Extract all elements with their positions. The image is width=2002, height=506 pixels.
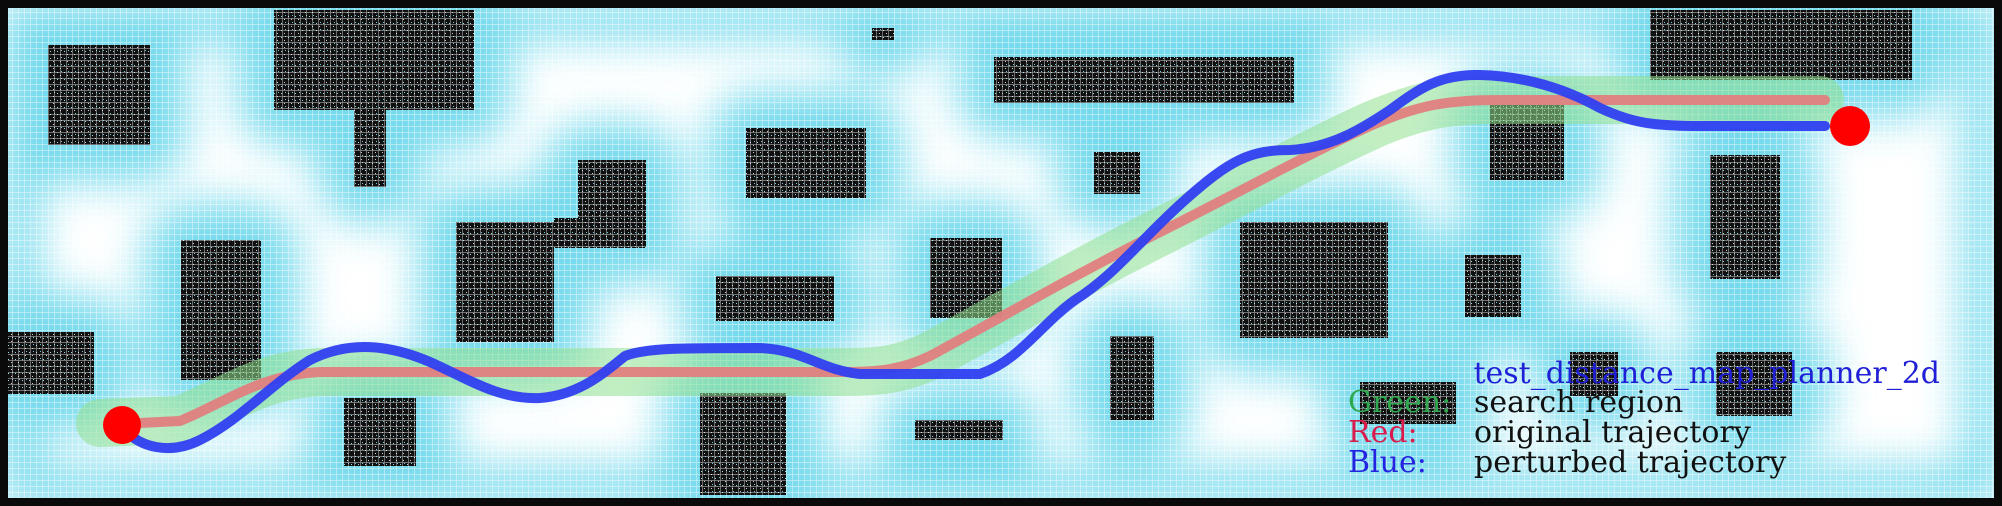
legend-red-key: Red: — [1348, 415, 1418, 450]
legend-green-text: search region — [1474, 385, 1683, 420]
perturbed-trajectory — [118, 69, 1830, 454]
chart-title: test_distance_map_planner_2d — [1473, 356, 1940, 391]
legend-blue-key: Blue: — [1348, 445, 1427, 480]
start-point — [103, 406, 141, 444]
goal-point — [1830, 106, 1870, 146]
legend-green-key: Green: — [1348, 385, 1451, 420]
legend-blue-text: perturbed trajectory — [1474, 445, 1786, 480]
legend-red-text: original trajectory — [1474, 415, 1751, 450]
